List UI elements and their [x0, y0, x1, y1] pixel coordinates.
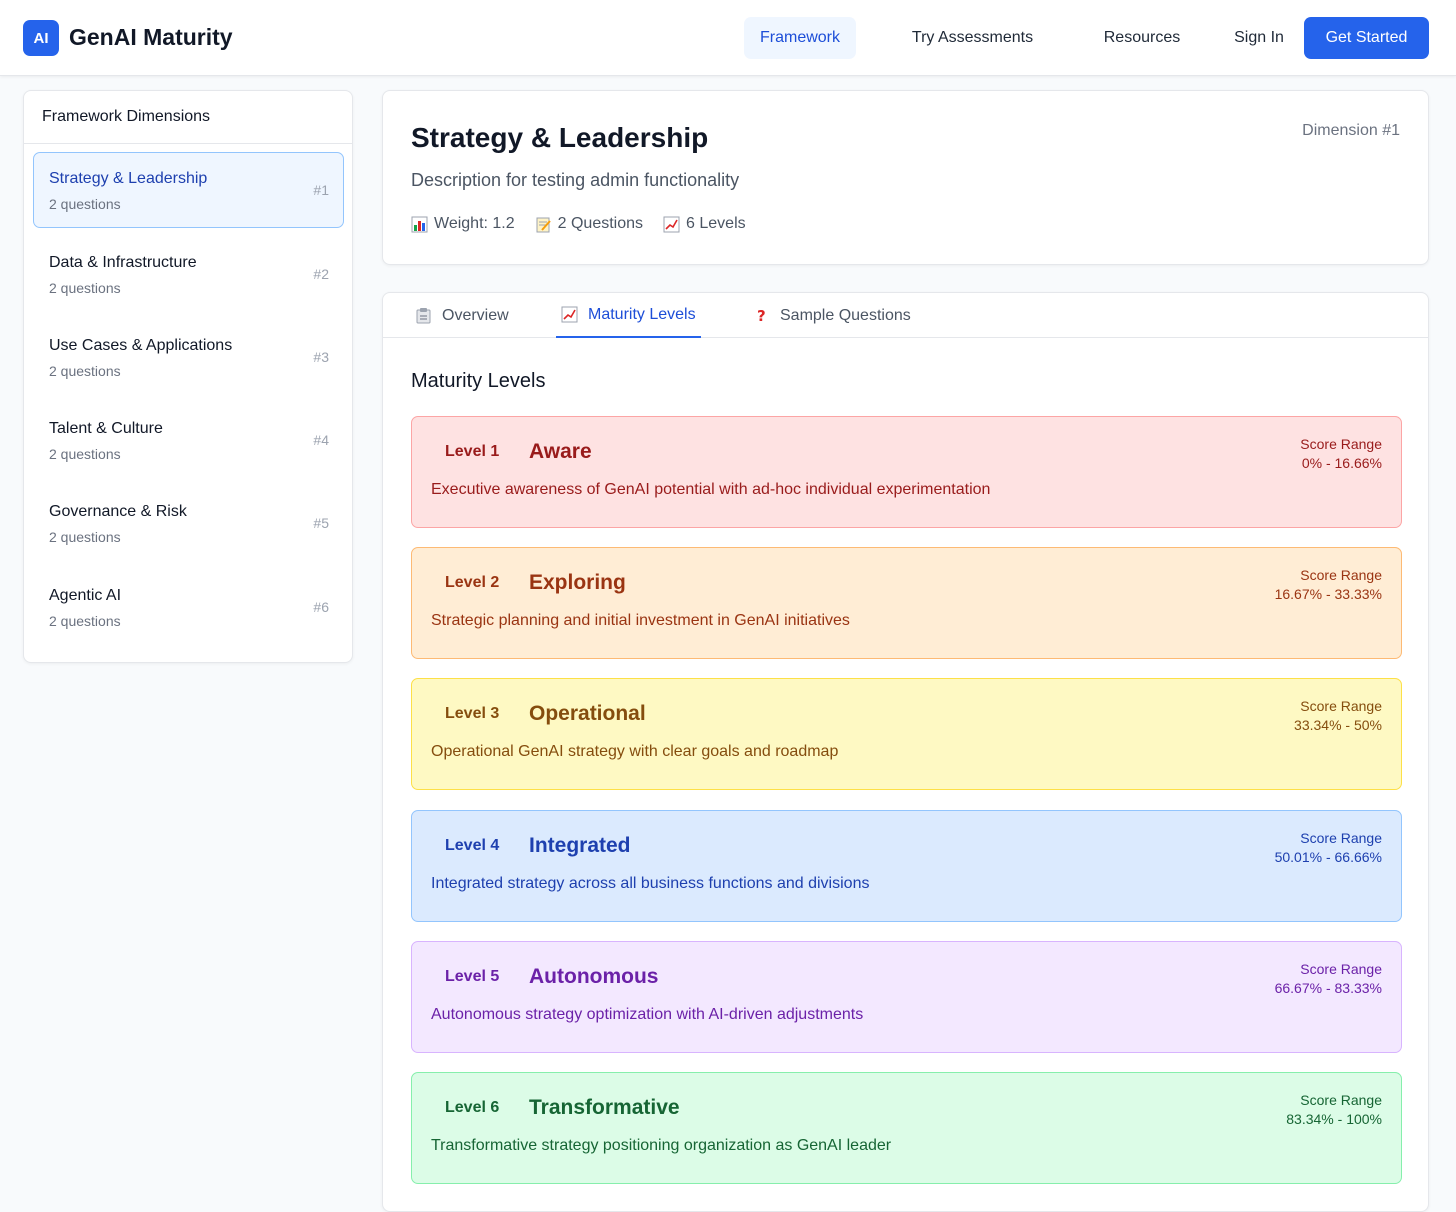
dimension-title: Strategy & Leadership — [411, 122, 709, 153]
maturity-level-card: Level 1 Aware Executive awareness of GenAI… — [411, 416, 1402, 528]
questions-stat: 2 Questions — [535, 215, 643, 233]
chart-increasing-icon — [663, 216, 680, 233]
tab-label: Sample Questions — [780, 306, 911, 324]
level-number: Level 2 — [445, 574, 500, 591]
sidebar-item-count: 2 questions — [49, 613, 121, 629]
level-description: Executive awareness of GenAI potential w… — [431, 481, 991, 498]
level-description: Transformative strategy positioning orga… — [431, 1137, 892, 1154]
score-range-value: 50.01% - 66.66% — [1274, 849, 1382, 865]
sidebar-item-talent-culture[interactable]: Talent & Culture 2 questions #4 — [33, 402, 344, 478]
score-range-value: 83.34% - 100% — [1286, 1111, 1382, 1127]
logo-badge[interactable]: AI — [23, 20, 59, 56]
framework-dimensions-sidebar: Framework Dimensions Strategy & Leadersh… — [23, 90, 353, 663]
level-name: Autonomous — [529, 965, 659, 988]
score-range-value: 0% - 16.66% — [1301, 455, 1382, 471]
sidebar-title: Framework Dimensions — [24, 91, 352, 144]
score-range-label: Score Range — [1300, 830, 1382, 846]
nav-sign-in[interactable]: Sign In — [1234, 29, 1284, 46]
level-description: Integrated strategy across all business … — [431, 875, 870, 892]
dimension-tabs-card: Overview Maturity Levels ? Sample Questi… — [382, 292, 1429, 1212]
tab-label: Overview — [442, 306, 509, 324]
svg-text:?: ? — [757, 307, 766, 324]
score-range-label: Score Range — [1300, 1092, 1382, 1108]
sidebar-item-number: #2 — [313, 266, 329, 282]
score-range-label: Score Range — [1300, 698, 1382, 714]
top-navbar: AI GenAI Maturity Framework Try Assessme… — [0, 0, 1456, 76]
sidebar-item-label: Strategy & Leadership — [49, 170, 208, 187]
sidebar-item-strategy-leadership[interactable]: Strategy & Leadership 2 questions #1 — [33, 152, 344, 228]
level-number: Level 3 — [445, 705, 500, 722]
level-name: Integrated — [529, 834, 631, 857]
sidebar-item-use-cases[interactable]: Use Cases & Applications 2 questions #3 — [33, 319, 344, 395]
sidebar-item-governance-risk[interactable]: Governance & Risk 2 questions #5 — [33, 485, 344, 561]
score-range-label: Score Range — [1300, 436, 1382, 452]
level-name: Aware — [529, 440, 592, 463]
weight-stat: Weight: 1.2 — [411, 215, 515, 233]
dimension-stats: Weight: 1.2 2 Questions 6 Levels — [411, 215, 746, 233]
level-name: Operational — [529, 702, 646, 725]
score-range-value: 16.67% - 33.33% — [1274, 586, 1382, 602]
sidebar-item-label: Use Cases & Applications — [49, 337, 233, 354]
sidebar-item-count: 2 questions — [49, 196, 121, 212]
sidebar-item-label: Data & Infrastructure — [49, 254, 197, 271]
brand-name[interactable]: GenAI Maturity — [69, 24, 233, 50]
sidebar-item-agentic-ai[interactable]: Agentic AI 2 questions #6 — [33, 569, 344, 645]
score-range-value: 33.34% - 50% — [1294, 717, 1382, 733]
sidebar-item-count: 2 questions — [49, 280, 121, 296]
section-title: Maturity Levels — [411, 370, 546, 392]
level-number: Level 4 — [445, 837, 500, 854]
level-name: Transformative — [529, 1096, 680, 1119]
sidebar-item-count: 2 questions — [49, 363, 121, 379]
levels-text: 6 Levels — [686, 215, 746, 232]
nav-try-assessments[interactable]: Try Assessments — [911, 29, 1034, 46]
dimension-description: Description for testing admin functional… — [411, 170, 740, 190]
tab-overview[interactable]: Overview — [415, 293, 509, 338]
nav-resources[interactable]: Resources — [1103, 29, 1181, 46]
level-description: Operational GenAI strategy with clear go… — [431, 743, 839, 760]
level-number: Level 5 — [445, 968, 500, 985]
sidebar-item-number: #3 — [313, 349, 329, 365]
memo-icon — [535, 216, 552, 233]
question-icon: ? — [753, 307, 770, 325]
levels-stat: 6 Levels — [663, 215, 746, 233]
weight-text: Weight: 1.2 — [434, 215, 515, 232]
get-started-button[interactable]: Get Started — [1304, 17, 1429, 59]
level-name: Exploring — [529, 571, 626, 594]
maturity-level-card: Level 4 Integrated Integrated strategy acr… — [411, 810, 1402, 922]
sidebar-item-label: Talent & Culture — [49, 420, 163, 437]
sidebar-item-count: 2 questions — [49, 529, 121, 545]
level-description: Autonomous strategy optimization with AI… — [431, 1006, 864, 1023]
sidebar-item-number: #4 — [313, 432, 329, 448]
clipboard-icon — [415, 307, 432, 324]
maturity-level-card: Level 3 Operational Operational GenAI stra… — [411, 678, 1402, 790]
tab-bar: Overview Maturity Levels ? Sample Questi… — [383, 293, 1428, 338]
maturity-level-card: Level 6 Transformative Transformative stra… — [411, 1072, 1402, 1184]
dimension-number: Dimension #1 — [1302, 122, 1400, 139]
bar-chart-icon — [411, 216, 428, 233]
maturity-level-card: Level 5 Autonomous Autonomous strategy opt… — [411, 941, 1402, 1053]
nav-framework[interactable]: Framework — [744, 17, 856, 59]
questions-text: 2 Questions — [557, 215, 644, 232]
sidebar-item-number: #5 — [313, 515, 329, 531]
score-range-label: Score Range — [1300, 961, 1382, 977]
score-range-value: 66.67% - 83.33% — [1274, 980, 1382, 996]
sidebar-item-number: #6 — [313, 599, 329, 615]
sidebar-item-label: Agentic AI — [49, 587, 122, 604]
tab-maturity-levels[interactable]: Maturity Levels — [556, 293, 701, 338]
dimension-header-card: Strategy & Leadership Dimension #1 Descr… — [382, 90, 1429, 265]
chart-icon — [561, 306, 578, 323]
tab-label: Maturity Levels — [588, 305, 696, 323]
tab-sample-questions[interactable]: ? Sample Questions — [753, 293, 911, 338]
level-number: Level 6 — [445, 1099, 500, 1116]
sidebar-item-data-infrastructure[interactable]: Data & Infrastructure 2 questions #2 — [33, 236, 344, 312]
level-number: Level 1 — [445, 443, 500, 460]
level-description: Strategic planning and initial investmen… — [431, 612, 850, 629]
sidebar-item-number: #1 — [313, 182, 329, 198]
maturity-level-card: Level 2 Exploring Strategic planning and i… — [411, 547, 1402, 659]
score-range-label: Score Range — [1300, 567, 1382, 583]
sidebar-item-count: 2 questions — [49, 446, 121, 462]
sidebar-item-label: Governance & Risk — [49, 503, 187, 520]
